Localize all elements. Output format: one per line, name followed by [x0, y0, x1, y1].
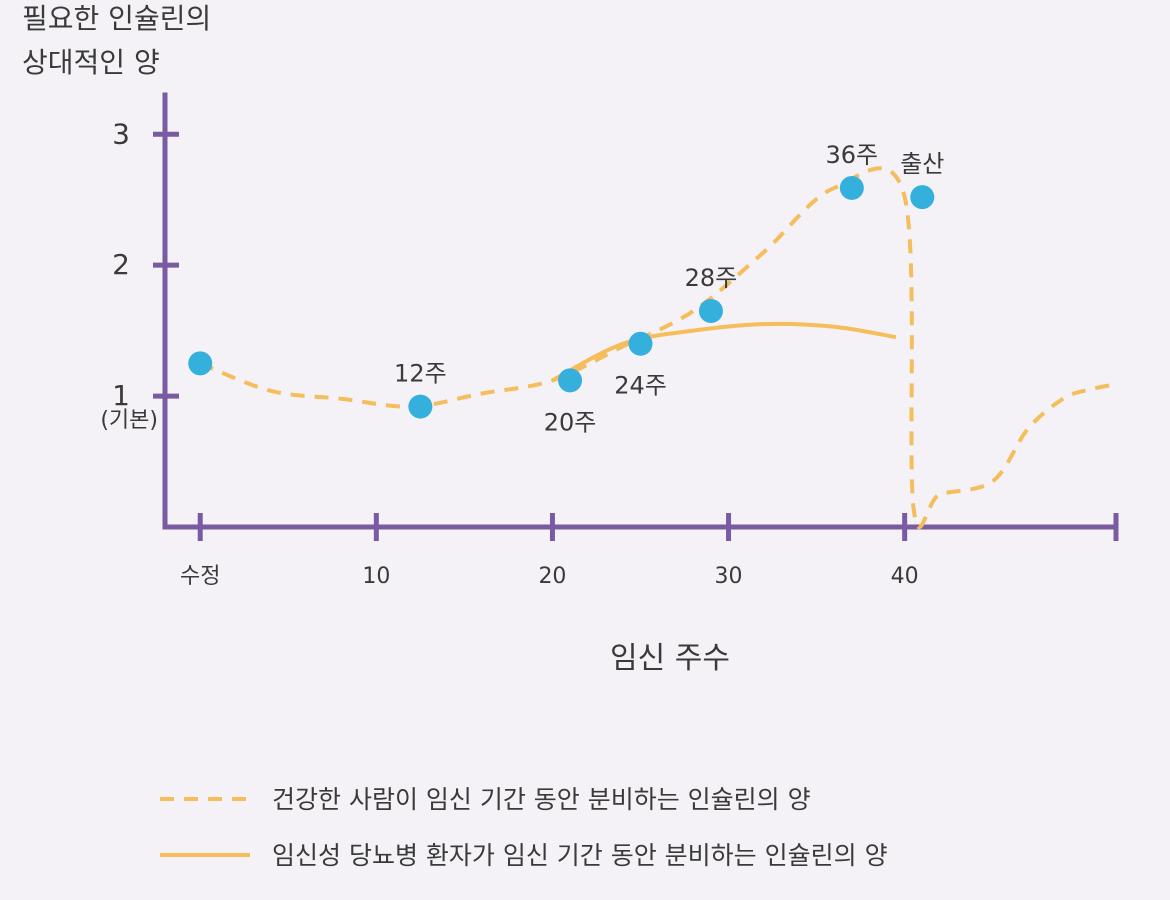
y-tick-label: 3 [112, 117, 130, 150]
x-tick-label: 수정 [180, 564, 220, 589]
healthy-insulin-line [199, 166, 1117, 529]
data-point [910, 185, 935, 210]
y-tick-label: 1 [112, 379, 130, 412]
x-tick-label: 40 [891, 564, 919, 589]
data-points: 12주 20주 24주 28주 36주 출산 [188, 141, 944, 436]
x-ticks: 수정 10 20 30 40 [180, 513, 1119, 589]
data-point [839, 175, 864, 200]
legend-label: 건강한 사람이 임신 기간 동안 분비하는 인슐린의 양 [272, 785, 811, 814]
gdm-insulin-line [551, 321, 897, 383]
point-label: 24주 [614, 372, 667, 400]
x-axis-title: 임신 주수 [610, 641, 730, 676]
y-axis-title-line-2: 상대적인 양 [22, 46, 160, 79]
point-label: 28주 [685, 264, 738, 292]
data-point [698, 299, 723, 323]
data-point [558, 368, 583, 393]
y-ticks: 1(기본) 2 3 [100, 117, 179, 433]
y-axis-title: 필요한 인슐린의 상대적인 양 [22, 2, 211, 79]
x-tick-label: 30 [715, 564, 743, 589]
y-axis-title-line-1: 필요한 인슐린의 [22, 2, 211, 35]
x-tick-label: 20 [538, 564, 566, 589]
data-point [408, 394, 433, 419]
axes [162, 92, 1119, 530]
data-point [628, 331, 653, 356]
y-tick-sublabel: (기본) [100, 408, 158, 433]
series-lines [199, 166, 1117, 529]
point-label: 12주 [394, 360, 447, 388]
data-point [188, 351, 213, 376]
point-label: 출산 [900, 150, 944, 178]
y-tick-label: 2 [112, 248, 130, 281]
legend-label: 임신성 당뇨병 환자가 임신 기간 동안 분비하는 인슐린의 양 [272, 841, 888, 870]
point-label: 36주 [826, 141, 879, 169]
x-tick-label: 10 [362, 564, 390, 589]
point-label: 20주 [544, 408, 597, 436]
